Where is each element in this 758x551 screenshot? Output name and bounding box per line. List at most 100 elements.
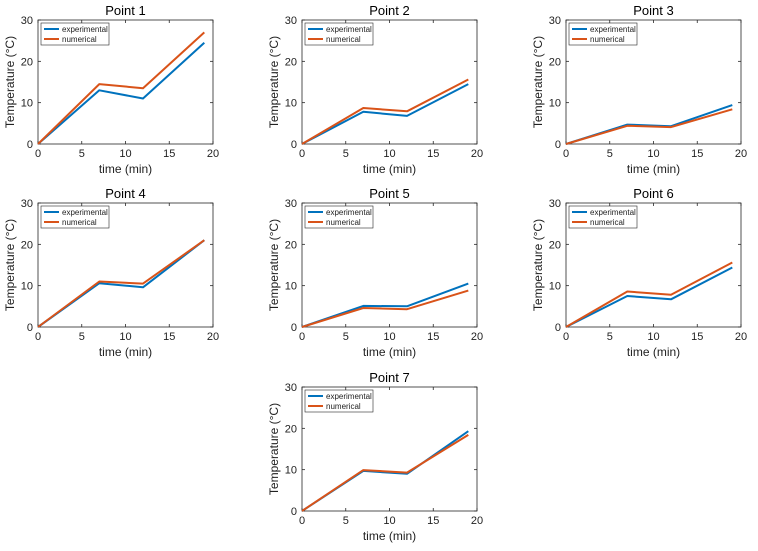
y-tick-label: 20	[21, 56, 33, 68]
x-tick-label: 5	[343, 515, 349, 527]
legend-entry-numerical: numerical	[590, 35, 625, 44]
x-tick-label: 0	[35, 331, 41, 343]
x-tick-label: 5	[79, 331, 85, 343]
legend-entry-numerical: numerical	[326, 35, 361, 44]
series-line-numerical	[565, 261, 733, 328]
x-tick-label: 5	[343, 331, 349, 343]
subplot-3: 0 5 10 15 20 0 10 20 30 Point 3 time (min) Temperat…	[531, 3, 747, 176]
series-line-numerical	[301, 434, 469, 512]
subplot-2: 0 5 10 15 20 0 10 20 30 Point 2 time (min) Temperat…	[267, 3, 483, 176]
x-tick-label: 20	[207, 331, 219, 343]
chart-title: Point 3	[633, 3, 673, 18]
x-tick-label: 20	[735, 331, 747, 343]
y-tick-label: 20	[285, 423, 297, 435]
x-tick-label: 5	[607, 148, 613, 160]
y-tick-label: 10	[285, 465, 297, 477]
y-tick-label: 30	[549, 198, 561, 210]
subplot-1: 0 5 10 15 20 0 10 20 30 Point 1 time (min) Temperat…	[3, 3, 219, 176]
chart-title: Point 5	[369, 186, 409, 201]
legend-entry-experimental: experimental	[590, 25, 636, 34]
chart-title: Point 2	[369, 3, 409, 18]
x-tick-label: 10	[647, 331, 659, 343]
y-tick-label: 10	[285, 281, 297, 293]
y-tick-label: 30	[21, 198, 33, 210]
y-tick-label: 20	[285, 56, 297, 68]
y-tick-label: 30	[549, 15, 561, 27]
x-tick-label: 10	[119, 148, 131, 160]
x-axis-label: time (min)	[363, 529, 416, 543]
x-tick-label: 15	[691, 148, 703, 160]
y-tick-label: 10	[549, 98, 561, 110]
y-tick-label: 20	[549, 56, 561, 68]
x-axis-label: time (min)	[627, 162, 680, 176]
y-tick-label: 10	[285, 98, 297, 110]
series-line-numerical	[37, 31, 205, 145]
x-tick-label: 10	[119, 331, 131, 343]
x-axis-label: time (min)	[99, 162, 152, 176]
legend-entry-experimental: experimental	[62, 208, 108, 217]
series-line-experimental	[301, 282, 469, 328]
legend-entry-experimental: experimental	[62, 25, 108, 34]
legend-entry-experimental: experimental	[326, 25, 372, 34]
x-axis-label: time (min)	[363, 345, 416, 359]
series-line-numerical	[37, 239, 205, 328]
y-tick-label: 10	[549, 281, 561, 293]
y-axis-label: Temperature (°C)	[3, 219, 17, 311]
chart-title: Point 4	[105, 186, 145, 201]
chart-title: Point 7	[369, 370, 409, 385]
legend-entry-experimental: experimental	[590, 208, 636, 217]
y-axis-label: Temperature (°C)	[3, 36, 17, 128]
x-tick-label: 15	[691, 331, 703, 343]
x-axis-label: time (min)	[363, 162, 416, 176]
x-tick-label: 10	[383, 148, 395, 160]
x-tick-label: 0	[563, 331, 569, 343]
x-tick-label: 20	[471, 148, 483, 160]
x-tick-label: 10	[647, 148, 659, 160]
x-tick-label: 5	[607, 331, 613, 343]
legend-entry-experimental: experimental	[326, 208, 372, 217]
series-line-experimental	[565, 266, 733, 328]
y-axis-label: Temperature (°C)	[531, 219, 545, 311]
y-tick-label: 0	[27, 322, 33, 334]
series-line-experimental	[301, 83, 469, 145]
x-tick-label: 20	[735, 148, 747, 160]
y-tick-label: 0	[555, 139, 561, 151]
legend-entry-numerical: numerical	[62, 35, 97, 44]
x-tick-label: 15	[427, 148, 439, 160]
legend-entry-numerical: numerical	[62, 218, 97, 227]
subplot-4: 0 5 10 15 20 0 10 20 30 Point 4 time (min) Temperat…	[3, 186, 219, 359]
y-tick-label: 10	[21, 281, 33, 293]
y-tick-label: 30	[21, 15, 33, 27]
x-tick-label: 15	[427, 515, 439, 527]
chart-title: Point 6	[633, 186, 673, 201]
chart-title: Point 1	[105, 3, 145, 18]
x-tick-label: 0	[299, 148, 305, 160]
subplot-6: 0 5 10 15 20 0 10 20 30 Point 6 time (min) Temperat…	[531, 186, 747, 359]
subplot-7: 0 5 10 15 20 0 10 20 30 Point 7 time (min) Temperat…	[267, 370, 483, 543]
series-line-numerical	[301, 289, 469, 328]
legend-entry-numerical: numerical	[326, 218, 361, 227]
y-axis-label: Temperature (°C)	[267, 36, 281, 128]
x-tick-label: 15	[427, 331, 439, 343]
x-tick-label: 10	[383, 331, 395, 343]
x-tick-label: 0	[299, 515, 305, 527]
y-tick-label: 30	[285, 15, 297, 27]
y-tick-label: 0	[27, 139, 33, 151]
y-tick-label: 20	[21, 239, 33, 251]
x-tick-label: 15	[163, 148, 175, 160]
y-tick-label: 0	[291, 139, 297, 151]
x-tick-label: 5	[343, 148, 349, 160]
subplot-5: 0 5 10 15 20 0 10 20 30 Point 5 time (min) Temperat…	[267, 186, 483, 359]
y-tick-label: 20	[549, 239, 561, 251]
legend-entry-numerical: numerical	[590, 218, 625, 227]
x-tick-label: 20	[207, 148, 219, 160]
series-line-numerical	[301, 78, 469, 145]
y-tick-label: 0	[291, 322, 297, 334]
